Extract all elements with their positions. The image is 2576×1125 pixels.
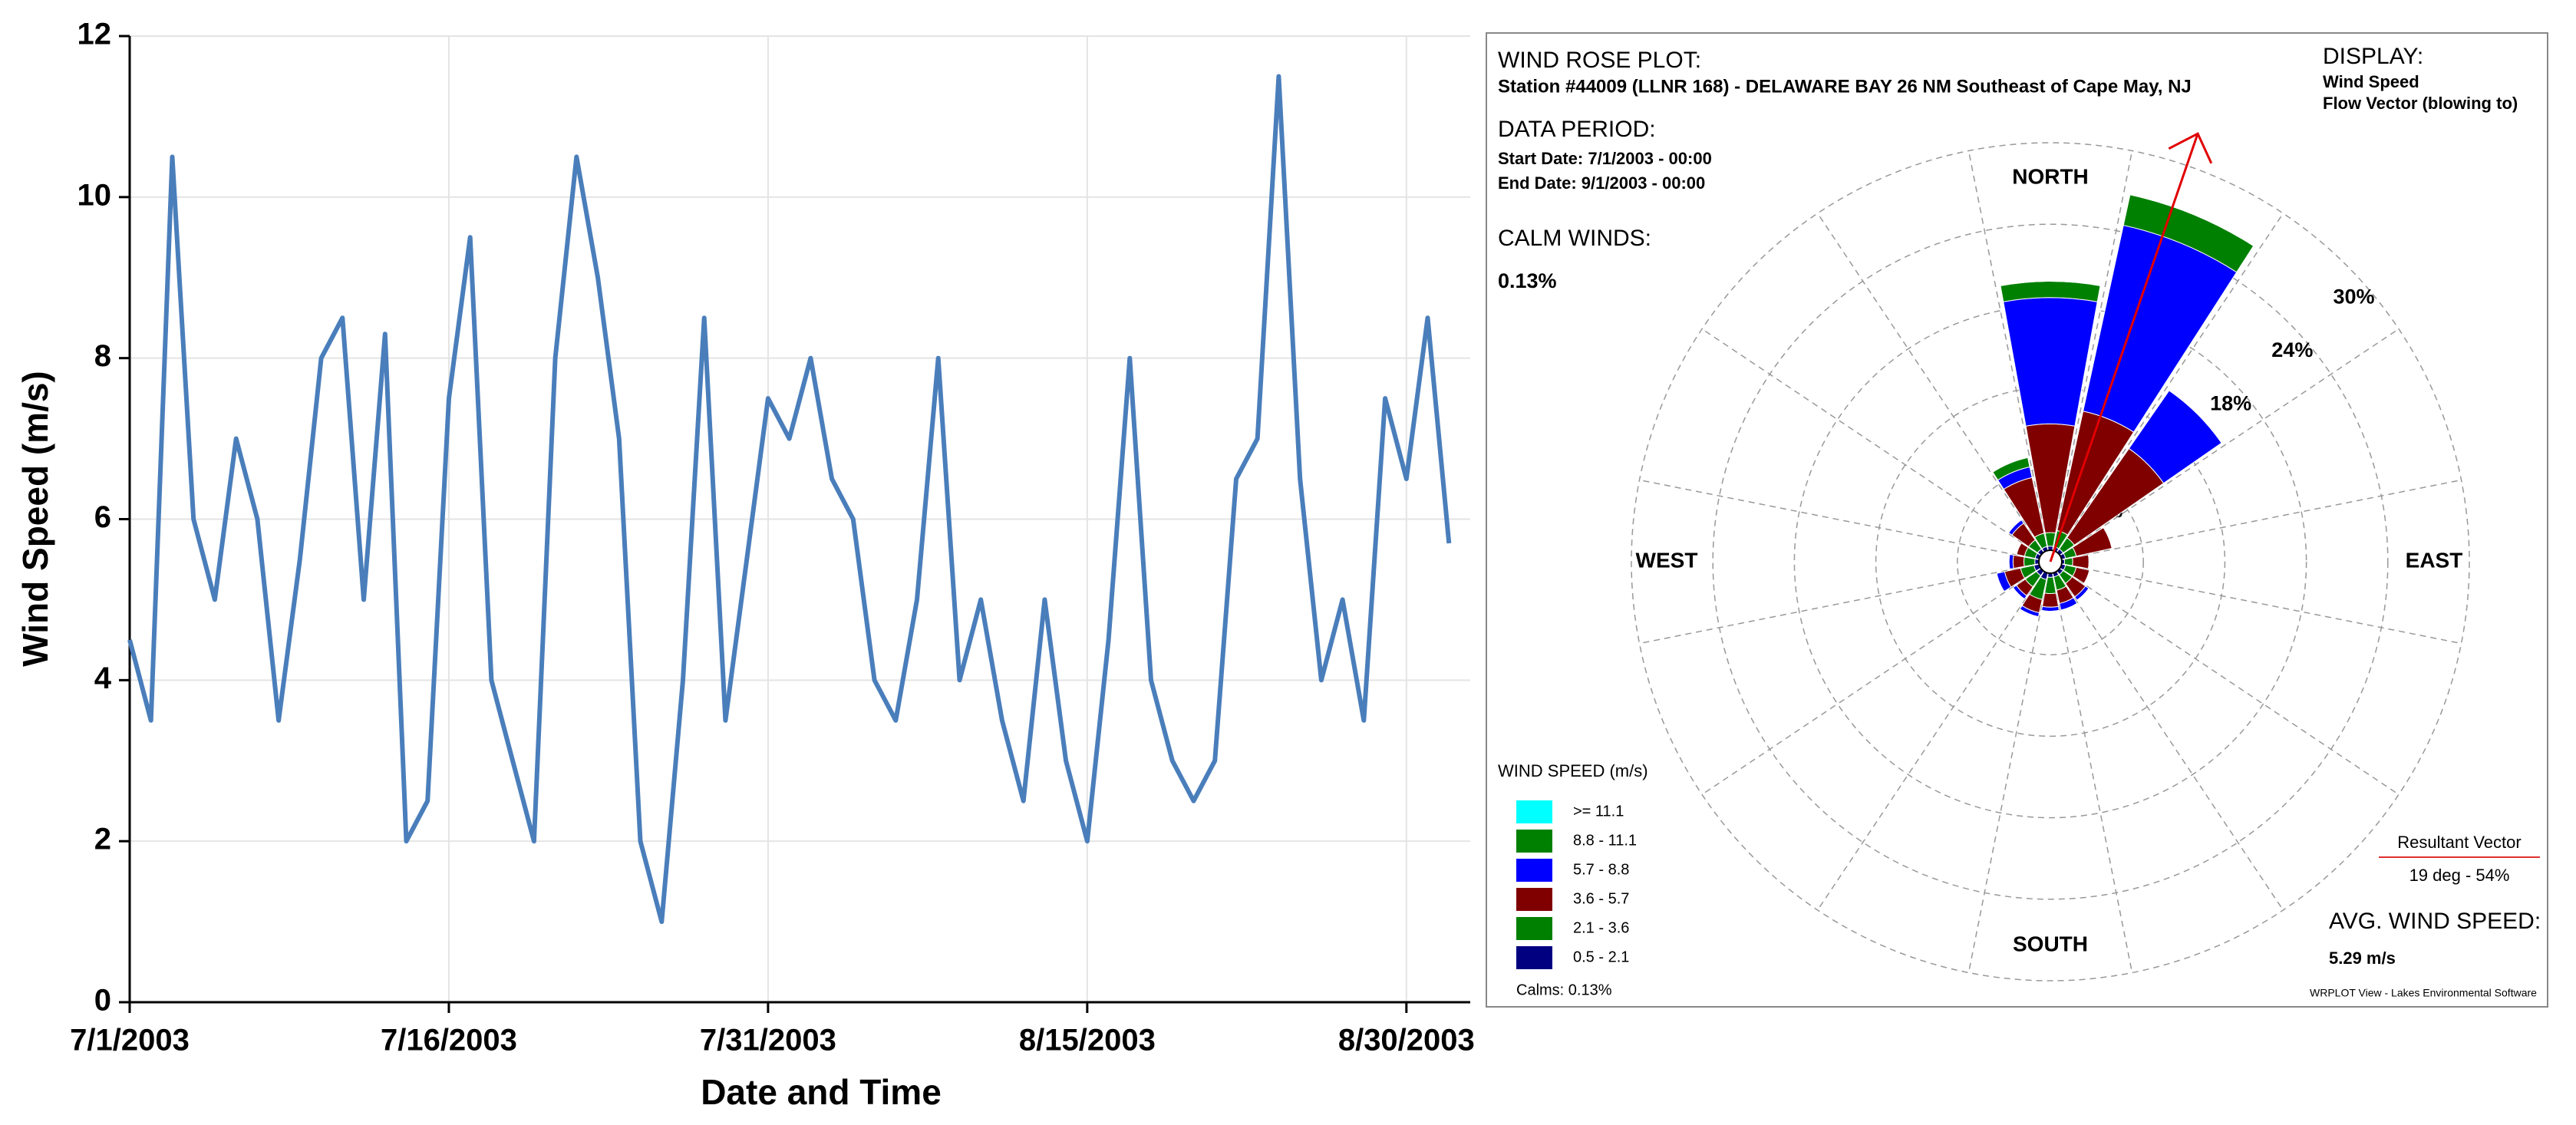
spoke bbox=[1817, 213, 2045, 553]
y-tick-label: 0 bbox=[94, 984, 111, 1018]
spoke bbox=[1967, 150, 2049, 551]
ring-label: 24% bbox=[2271, 338, 2313, 361]
spoke bbox=[1701, 567, 2041, 795]
start-date: Start Date: 7/1/2003 - 00:00 bbox=[1498, 149, 1712, 168]
ring bbox=[1631, 142, 2470, 981]
resultant-title: Resultant Vector bbox=[2397, 833, 2521, 852]
rose-segment bbox=[2008, 520, 2022, 533]
y-tick-label: 4 bbox=[94, 661, 112, 695]
spoke bbox=[1967, 572, 2049, 973]
y-tick-label: 6 bbox=[94, 500, 111, 534]
ring-label: 30% bbox=[2333, 285, 2374, 308]
legend-label: 2.1 - 3.6 bbox=[1573, 919, 1629, 936]
rose-segment bbox=[2169, 390, 2222, 444]
rose-segment bbox=[2063, 557, 2073, 566]
rose-panel bbox=[1486, 32, 2548, 1008]
rose-segment bbox=[2129, 194, 2254, 246]
y-tick-label: 8 bbox=[94, 339, 111, 373]
resultant-arrowhead bbox=[2168, 132, 2213, 164]
direction-label: WEST bbox=[1636, 548, 1698, 572]
resultant-arrow bbox=[2049, 133, 2199, 562]
display-variable: Wind Speed bbox=[2323, 72, 2419, 91]
spoke bbox=[1639, 563, 2040, 645]
spoke bbox=[2052, 572, 2133, 973]
rose-segment bbox=[2012, 587, 2025, 600]
spoke bbox=[2052, 150, 2133, 551]
legend-label: 5.7 - 8.8 bbox=[1573, 861, 1629, 878]
direction-label: EAST bbox=[2406, 548, 2463, 572]
resultant-label: 19 deg - 54% bbox=[2409, 866, 2510, 885]
rose-title: WIND ROSE PLOT: bbox=[1498, 48, 1701, 73]
calm-value: 0.13% bbox=[1498, 269, 1557, 292]
display-title: DISPLAY: bbox=[2323, 44, 2423, 69]
spoke bbox=[2061, 479, 2462, 560]
ring bbox=[1957, 468, 2144, 655]
legend-label: >= 11.1 bbox=[1573, 803, 1624, 820]
legend-title: WIND SPEED (m/s) bbox=[1498, 761, 1648, 780]
legend-swatch bbox=[1516, 917, 1552, 940]
avg-value: 5.29 m/s bbox=[2329, 948, 2396, 968]
line-series bbox=[127, 74, 1452, 925]
period-title: DATA PERIOD: bbox=[1498, 117, 1656, 142]
x-tick-label: 8/30/2003 bbox=[1338, 1024, 1475, 1057]
x-axis-title: Date and Time bbox=[701, 1072, 942, 1112]
rose-segment bbox=[2024, 556, 2036, 567]
spoke bbox=[2060, 567, 2400, 795]
legend-swatch bbox=[1516, 830, 1552, 853]
ring-label: 18% bbox=[2210, 392, 2251, 415]
calm-title: CALM WINDS: bbox=[1498, 226, 1651, 251]
y-tick-label: 2 bbox=[94, 823, 111, 856]
legend-swatch bbox=[1516, 859, 1552, 882]
spoke bbox=[2056, 571, 2284, 911]
y-tick-label: 12 bbox=[78, 18, 112, 51]
spoke bbox=[1639, 479, 2040, 560]
rose-segment bbox=[2072, 554, 2089, 569]
spoke bbox=[1701, 328, 2041, 556]
direction-label: NORTH bbox=[2012, 164, 2089, 188]
rose-segment bbox=[2008, 554, 2010, 569]
legend-label: 0.5 - 2.1 bbox=[1573, 948, 1629, 965]
x-tick-label: 8/15/2003 bbox=[1019, 1024, 1156, 1057]
rose-segment bbox=[2020, 609, 2039, 618]
y-axis-title: Wind Speed (m/s) bbox=[15, 371, 55, 667]
legend-swatch bbox=[1516, 800, 1552, 823]
x-tick-label: 7/31/2003 bbox=[700, 1024, 836, 1057]
ring bbox=[1712, 223, 2389, 900]
x-tick-label: 7/1/2003 bbox=[70, 1024, 190, 1057]
end-date: End Date: 9/1/2003 - 00:00 bbox=[1498, 173, 1705, 193]
x-tick-label: 7/16/2003 bbox=[381, 1024, 517, 1057]
y-tick-label: 10 bbox=[78, 178, 112, 212]
spoke bbox=[2061, 563, 2462, 645]
spoke bbox=[2060, 328, 2400, 556]
credit: WRPLOT View - Lakes Environmental Softwa… bbox=[2310, 987, 2537, 999]
legend-swatch bbox=[1516, 946, 1552, 969]
rose-segment bbox=[2083, 569, 2090, 584]
spoke bbox=[1817, 571, 2045, 911]
spoke bbox=[2056, 213, 2284, 553]
rose-segment bbox=[2060, 602, 2078, 611]
legend-label: 8.8 - 11.1 bbox=[1573, 832, 1637, 849]
rose-subtitle: Station #44009 (LLNR 168) - DELAWARE BAY… bbox=[1498, 76, 2192, 97]
legend-label: 3.6 - 5.7 bbox=[1573, 890, 1629, 907]
direction-label: SOUTH bbox=[2013, 932, 2088, 955]
calms-label: Calms: 0.13% bbox=[1516, 981, 1612, 998]
rose-segment bbox=[2041, 592, 2060, 608]
rose-segment bbox=[2012, 554, 2025, 569]
legend-swatch bbox=[1516, 888, 1552, 911]
avg-title: AVG. WIND SPEED: bbox=[2329, 909, 2541, 934]
display-mode: Flow Vector (blowing to) bbox=[2323, 94, 2518, 113]
rose-segment bbox=[2000, 281, 2101, 286]
